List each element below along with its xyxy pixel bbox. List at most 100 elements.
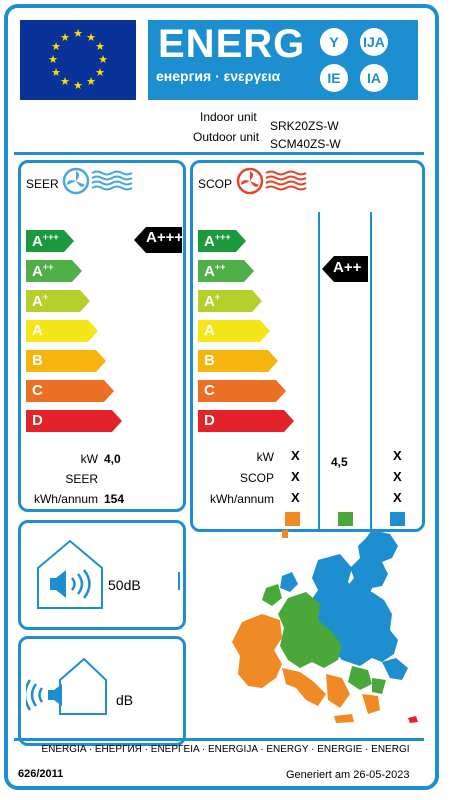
energy-class-label: D [32,412,43,429]
zone-colder-swatch [390,512,405,526]
europe-climate-map [232,530,418,723]
scop-col1-scop: X [291,469,300,484]
seer-rating-marker [134,227,182,253]
outdoor-speaker-house-icon [26,657,107,715]
outdoor-unit-label: Outdoor unit [193,130,260,144]
svg-text:★: ★ [48,53,58,66]
energy-class-label: A+++ [32,232,59,250]
svg-text:★: ★ [60,75,70,88]
zone-warmer-swatch [285,512,300,526]
energy-class-label: A [204,322,215,339]
energy-class-arrow: A+ [198,290,262,312]
seer-rating-label: A+++ [146,229,183,246]
energy-class-plus: + [214,292,221,302]
energy-class-letter: D [32,412,43,429]
generated-date: Generiert am 26-05-2023 [286,769,410,781]
energy-class-label: B [204,352,215,369]
cooling-fan-icon [62,167,133,195]
energy-class-letter: A [32,293,43,310]
warmer-zone-shape [232,530,380,723]
energy-class-label: A+ [204,292,220,310]
scop-col1-kwh: X [291,490,300,505]
energy-subtitle: енергия · ενεργεια [156,68,281,84]
scop-col3-kw: X [393,448,402,463]
svg-text:★: ★ [51,66,61,79]
energy-class-arrow: A [198,320,270,342]
energy-class-label: A+ [32,292,48,310]
energy-class-label: B [32,352,43,369]
energy-word: ENERG [158,22,306,66]
svg-text:★: ★ [73,27,83,40]
eu-flag: ★ ★ ★ ★ ★ ★ ★ ★ ★ ★ ★ ★ [20,20,136,100]
seer-kw-value: 4,0 [104,452,121,466]
energy-class-label: A++ [32,262,53,280]
energy-class-label: A++ [204,262,225,280]
indoor-noise-tick [178,572,180,590]
energy-class-letter: B [32,352,43,369]
seer-kwh-label: kWh/annum [33,492,98,506]
energy-class-plus: +++ [42,232,59,242]
svg-text:★: ★ [60,31,70,44]
label-frame [4,4,439,790]
energy-class-letter: C [32,382,43,399]
energy-class-letter: A [32,233,43,250]
energy-class-label: A+++ [204,232,231,250]
energy-class-letter: A [204,263,215,280]
energy-class-arrow: B [26,350,106,372]
svg-text:★: ★ [98,53,108,66]
energy-class-letter: D [204,412,215,429]
energy-class-arrow: B [198,350,278,372]
header-divider [14,152,424,155]
average-zone-shape [262,584,386,694]
outdoor-noise-value: dB [116,692,134,708]
seer-rating-text: A+++ [146,229,184,246]
scop-divider-1 [318,212,320,530]
indoor-unit-value: SRK20ZS-W [270,119,339,133]
energy-class-arrow: A++ [198,260,254,282]
energy-class-letter: A [204,233,215,250]
energy-class-arrow: A+++ [198,230,246,252]
energy-class-letter: A [32,263,43,280]
energy-class-arrow: A+ [26,290,90,312]
seer-title: SEER [26,177,59,191]
energy-class-label: D [204,412,215,429]
energy-class-plus: + [42,292,49,302]
svg-text:★: ★ [51,40,61,53]
energy-class-letter: A [32,322,43,339]
energy-class-letter: B [204,352,215,369]
svg-text:★: ★ [86,31,96,44]
energy-class-label: C [32,382,43,399]
svg-text:★: ★ [95,40,105,53]
scop-scop-label: SCOP [239,471,274,485]
footer-divider [14,738,424,741]
svg-text:★: ★ [86,75,96,88]
scop-col3-scop: X [393,469,402,484]
seer-kwh-value: 154 [104,492,125,506]
heating-fan-icon [236,167,307,195]
scop-rating-marker [322,256,368,282]
scop-divider-2 [370,212,372,530]
lang-badge-ia: IA [360,64,388,92]
scop-col2-kw: 4,5 [331,455,348,469]
svg-text:★: ★ [73,79,83,92]
seer-panel [18,160,186,512]
svg-text:★: ★ [95,66,105,79]
zone-average-swatch [338,512,353,526]
scop-col1-kw: X [291,448,300,463]
energy-class-label: A [32,322,43,339]
energy-class-arrow: D [26,410,122,432]
scop-kwh-label: kWh/annum [209,492,274,506]
indoor-speaker-house-icon [37,539,103,609]
scop-rating-label: A++ [333,259,361,276]
energy-header: ENERG енергия · ενεργεια Y IJA IE IA [148,20,418,100]
scop-kw-label: kW [256,450,274,464]
map-islands-marker [408,716,418,723]
energy-class-arrow: A+++ [26,230,74,252]
outdoor-noise-panel [18,636,186,746]
energy-class-letter: C [204,382,215,399]
seer-kw-label: kW [80,452,98,466]
seer-seer-label: SEER [65,472,98,486]
energy-class-letter: A [204,322,215,339]
energy-class-arrow: C [26,380,114,402]
scop-panel [190,160,425,532]
